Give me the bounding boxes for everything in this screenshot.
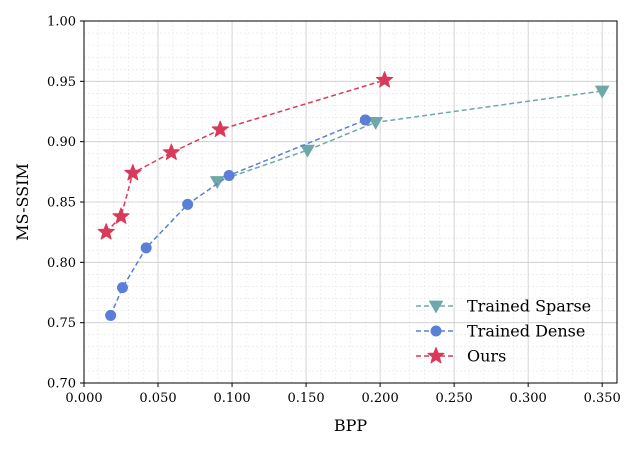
data-point-trained-sparse	[209, 176, 225, 189]
grid	[83, 20, 618, 384]
axis-ticks: 0.000 0.050 0.100 0.150 0.200 0.250 0.300 0.350…	[47, 15, 621, 407]
series-line-trained-dense	[109, 119, 366, 316]
data-point-trained-dense	[359, 114, 371, 126]
data-point-ours	[375, 71, 394, 88]
data-point-trained-dense	[105, 309, 117, 321]
series-line-trained-sparse	[217, 90, 603, 183]
x-tick-label: 0.100	[213, 391, 250, 406]
data-point-trained-sparse	[594, 85, 610, 99]
series-ours	[97, 71, 394, 240]
x-tick-label: 0.050	[139, 391, 176, 406]
y-tick-label: 0.90	[47, 135, 76, 150]
y-tick-label: 0.70	[47, 377, 76, 392]
data-point-trained-dense	[140, 242, 152, 254]
data-point-ours	[124, 164, 142, 181]
legend-item-trained-dense: Trained Dense	[416, 322, 585, 341]
series-trained-sparse	[209, 85, 610, 189]
data-point-trained-dense	[223, 169, 235, 181]
data-point-trained-dense	[182, 198, 194, 210]
y-tick-label: 0.75	[47, 316, 76, 331]
legend-item-trained-sparse: Trained Sparse	[416, 297, 591, 316]
plot-series	[97, 71, 610, 321]
data-point-ours	[162, 143, 180, 160]
y-tick-label: 1.00	[47, 15, 76, 30]
data-point-trained-sparse	[300, 144, 315, 158]
x-axis-label: BPP	[334, 416, 368, 435]
legend-marker-trained-sparse	[428, 300, 444, 314]
x-tick-label: 0.250	[436, 391, 473, 406]
data-point-ours	[112, 207, 130, 224]
data-point-ours	[211, 120, 229, 137]
series-line-ours	[105, 79, 385, 233]
data-point-trained-dense	[116, 282, 128, 294]
y-tick-label: 0.95	[47, 75, 76, 90]
legend-marker-trained-dense	[430, 325, 442, 337]
legend-item-ours: Ours	[416, 347, 506, 366]
x-tick-label: 0.000	[65, 391, 102, 406]
legend-label-trained-dense: Trained Dense	[467, 322, 585, 341]
data-point-ours	[97, 223, 115, 240]
y-tick-label: 0.85	[47, 196, 76, 211]
x-tick-label: 0.300	[510, 391, 547, 406]
data-point-trained-sparse	[368, 116, 384, 130]
y-axis-label: MS-SSIM	[13, 163, 32, 241]
y-tick-label: 0.80	[47, 256, 76, 271]
legend-label-trained-sparse: Trained Sparse	[467, 297, 591, 316]
legend-marker-ours	[427, 347, 445, 364]
legend-label-ours: Ours	[467, 347, 506, 366]
x-tick-label: 0.350	[584, 391, 621, 406]
x-tick-label: 0.200	[362, 391, 399, 406]
series-trained-dense	[105, 114, 371, 321]
legend: Trained Sparse Trained Dense Ours	[416, 297, 591, 366]
x-tick-label: 0.150	[287, 391, 324, 406]
